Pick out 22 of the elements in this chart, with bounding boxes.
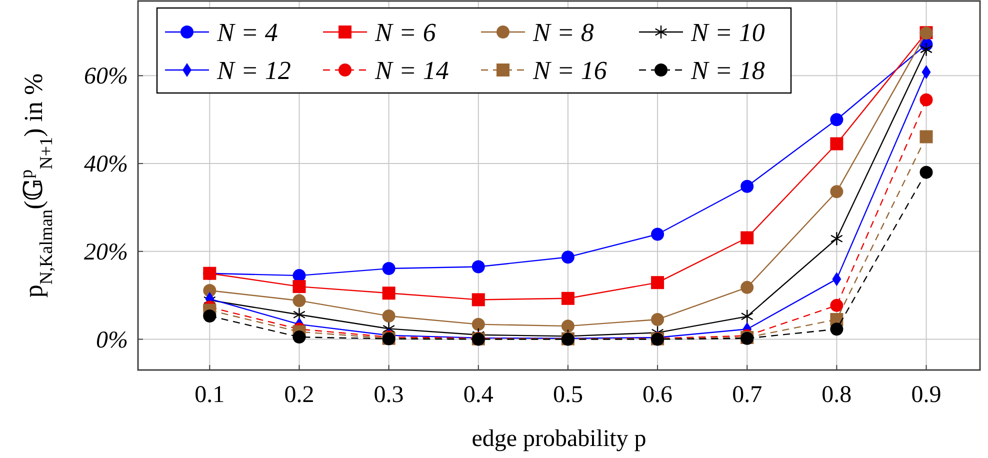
- x-tick-label: 0.6: [642, 382, 673, 408]
- x-tick-label: 0.9: [911, 382, 942, 408]
- legend-label: N = 6: [374, 18, 436, 47]
- legend-label: N = 4: [216, 18, 278, 47]
- legend-label: N = 18: [690, 56, 765, 85]
- legend-label: N = 8: [532, 18, 594, 47]
- legend-label: N = 10: [690, 18, 765, 47]
- x-tick-label: 0.3: [374, 382, 404, 408]
- y-tick-label: 20%: [84, 239, 128, 266]
- y-tick-label: 0%: [96, 327, 128, 354]
- legend-label: N = 14: [374, 56, 449, 85]
- y-tick-label: 40%: [84, 152, 128, 178]
- x-tick-label: 0.5: [552, 382, 583, 408]
- y-tick-label: 60%: [84, 64, 128, 90]
- x-tick-label: 0.8: [822, 382, 852, 408]
- x-tick-label: 0.2: [284, 382, 314, 408]
- legend-label: N = 16: [532, 56, 607, 85]
- x-tick-label: 0.7: [732, 382, 762, 408]
- x-axis-title: edge probability p: [472, 426, 646, 452]
- x-tick-label: 0.4: [463, 382, 494, 408]
- legend-label: N = 12: [216, 56, 291, 85]
- x-tick-label: 0.1: [194, 382, 225, 408]
